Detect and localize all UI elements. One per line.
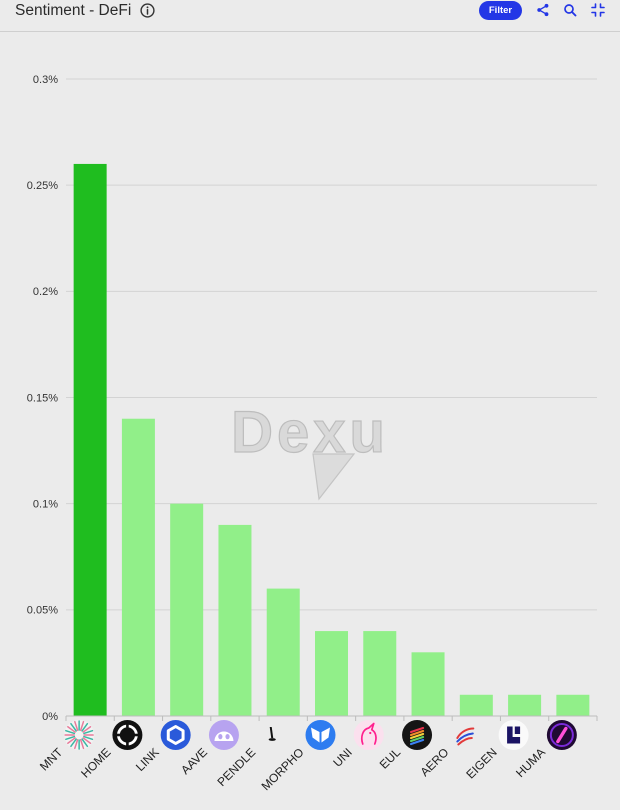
bar-aave[interactable] xyxy=(218,524,252,716)
bar-eul[interactable] xyxy=(411,652,445,716)
collapse-icon[interactable] xyxy=(591,3,605,17)
y-tick-label: 0.15% xyxy=(27,392,58,404)
x-label-huma: HUMA xyxy=(513,745,548,780)
search-icon[interactable] xyxy=(563,3,577,17)
x-label-home: HOME xyxy=(78,745,113,780)
watermark: Dexu xyxy=(230,399,389,501)
x-label-pendle: PENDLE xyxy=(214,745,258,789)
y-tick-label: 0.3% xyxy=(33,74,58,86)
header-divider xyxy=(0,31,620,32)
bar-pendle[interactable] xyxy=(266,588,300,716)
y-tick-label: 0.25% xyxy=(27,180,58,192)
bar-link[interactable] xyxy=(170,503,204,716)
bar-aero[interactable] xyxy=(459,694,493,716)
x-label-uni: UNI xyxy=(330,745,355,770)
y-tick-label: 0.1% xyxy=(33,499,58,511)
eul-logo-icon xyxy=(402,720,433,750)
link-logo-icon xyxy=(160,720,191,750)
page-title: Sentiment - DeFi xyxy=(15,2,132,19)
x-label-morpho: MORPHO xyxy=(259,745,307,793)
uni-logo-icon xyxy=(353,720,384,750)
share-icon[interactable] xyxy=(536,3,550,17)
header: Sentiment - DeFi Filter xyxy=(0,0,620,31)
token-logos xyxy=(64,720,577,750)
bar-eigen[interactable] xyxy=(508,694,542,716)
watermark-emblem xyxy=(312,453,356,501)
eigen-logo-icon xyxy=(498,720,529,750)
morpho-logo-icon xyxy=(305,720,336,750)
aero-logo-icon xyxy=(456,727,475,746)
info-icon[interactable] xyxy=(140,3,155,18)
watermark-text: Dexu xyxy=(231,400,389,465)
x-axis xyxy=(65,715,598,721)
bar-uni[interactable] xyxy=(363,631,397,716)
y-tick-label: 0.2% xyxy=(33,286,58,298)
bar-mnt[interactable] xyxy=(73,163,107,716)
y-axis-labels: 0% 0.05% 0.1% 0.15% 0.2% 0.25% 0.3% xyxy=(27,74,58,723)
bar-huma[interactable] xyxy=(556,694,590,716)
x-label-link: LINK xyxy=(133,745,162,774)
x-label-eigen: EIGEN xyxy=(463,745,499,781)
bar-morpho[interactable] xyxy=(315,631,348,716)
mnt-logo-icon xyxy=(64,720,95,750)
x-label-eul: EUL xyxy=(377,745,404,772)
bar-home[interactable] xyxy=(121,418,155,716)
home-logo-icon xyxy=(112,720,143,750)
pendle-logo-icon xyxy=(268,727,276,741)
huma-logo-icon xyxy=(546,720,577,750)
y-tick-label: 0.05% xyxy=(27,605,58,617)
aave-logo-icon xyxy=(208,720,239,750)
filter-button[interactable]: Filter xyxy=(479,1,522,20)
x-label-mnt: MNT xyxy=(37,745,66,774)
bars xyxy=(73,163,590,716)
x-label-aave: AAVE xyxy=(178,745,210,777)
y-tick-label: 0% xyxy=(42,711,58,723)
x-axis-labels: MNT HOME LINK AAVE PENDLE MORPHO UNI EUL AERO EIG… xyxy=(37,745,548,794)
x-label-aero: AERO xyxy=(417,745,451,779)
